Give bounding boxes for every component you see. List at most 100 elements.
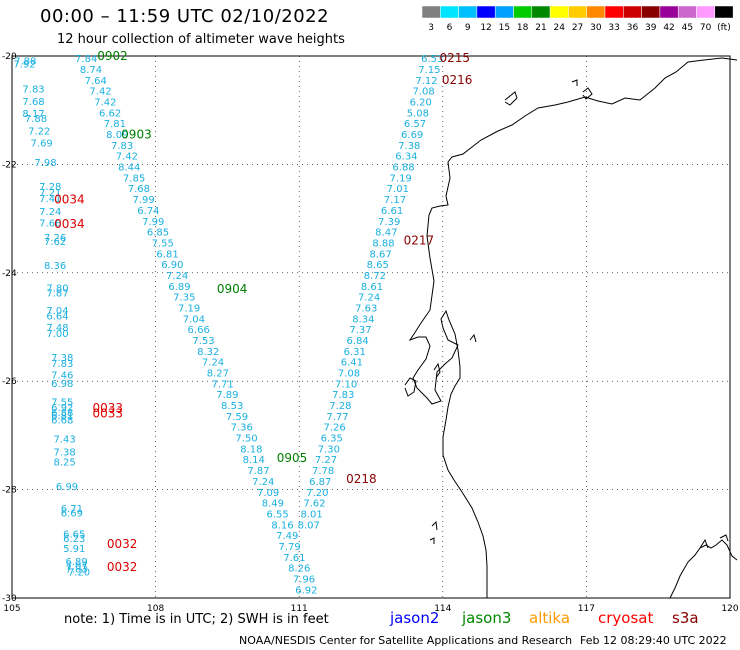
wave-height-value: 7.38 [51, 353, 73, 364]
track-central: 7.848.747.647.427.426.627.818.097.837.42… [75, 54, 317, 596]
wave-height-value: 6.35 [321, 434, 343, 445]
lat-tick-label: -26 [2, 377, 17, 387]
wave-height-value: 6.88 [392, 163, 414, 174]
wave-height-value: 6.74 [137, 206, 159, 217]
lon-tick-label: 117 [578, 604, 595, 614]
lon-tick-label: 120 [721, 604, 738, 614]
island-2 [504, 91, 518, 106]
wave-height-value: 7.30 [318, 444, 340, 455]
island-5 [433, 362, 441, 379]
wave-height-value: 7.35 [173, 293, 195, 304]
wave-height-value: 7.24 [166, 271, 188, 282]
pass-label: 0903 [121, 128, 152, 142]
wave-height-value: 7.28 [329, 401, 351, 412]
wave-height-value: 7.46 [51, 371, 73, 382]
wave-height-value: 7.83 [111, 141, 133, 152]
wave-height-value: 7.83 [22, 85, 44, 96]
wave-height-value: 7.61 [283, 553, 305, 564]
colorbar-label: 9 [465, 23, 471, 33]
footnote: note: 1) Time is in UTC; 2) SWH is in fe… [64, 612, 329, 627]
wave-height-value: 7.68 [22, 97, 44, 108]
wave-height-value: 7.19 [390, 173, 412, 184]
wave-height-value: 5.08 [407, 108, 429, 119]
wave-height-value: 8.36 [44, 261, 66, 272]
wave-height-value: 7.83 [65, 565, 87, 576]
wave-height-value: 8.01 [301, 509, 323, 520]
wave-height-value: 6.69 [61, 508, 83, 519]
wave-height-value: 7.28 [39, 182, 61, 193]
wave-height-value: 8.18 [240, 444, 262, 455]
wave-height-value: 8.72 [364, 271, 386, 282]
wave-height-value: 7.98 [34, 158, 56, 169]
wave-height-value: 8.25 [54, 457, 76, 468]
wave-height-value: 7.01 [387, 184, 409, 195]
wave-height-value: 7.42 [89, 87, 111, 98]
wave-height-value: 8.47 [375, 228, 397, 239]
wave-height-value: 7.77 [326, 412, 348, 423]
wave-height-value: 5.91 [63, 544, 85, 555]
wave-height-value: 8.16 [271, 520, 293, 531]
wave-height-value: 6.92 [51, 403, 73, 414]
wave-height-value: 7.83 [51, 359, 73, 370]
wave-height-value: 6.69 [401, 130, 423, 141]
wave-height-value: 7.99 [142, 217, 164, 228]
lon-tick-label: 111 [291, 604, 308, 614]
wave-height-value: 7.39 [378, 217, 400, 228]
wave-height-value: 7.87 [46, 288, 68, 299]
wave-height-value: 7.24 [358, 293, 380, 304]
track-east: 6.537.157.127.086.205.086.576.697.386.34… [298, 54, 444, 531]
legend-jason2: jason2 [390, 609, 440, 627]
wave-height-value: 6.61 [381, 206, 403, 217]
wave-height-value: 7.92 [13, 60, 35, 71]
wave-height-value: 8.27 [207, 369, 229, 380]
credit-line: NOAA/NESDIS Center for Satellite Applica… [239, 634, 573, 647]
wave-height-value: 8.34 [352, 314, 374, 325]
colorbar-label: 42 [663, 23, 674, 33]
wave-height-value: 6.85 [147, 228, 169, 239]
wave-height-value: 7.24 [252, 477, 274, 488]
wave-height-value: 7.43 [54, 435, 76, 446]
wave-height-value: 6.92 [295, 585, 317, 596]
wave-height-value: 8.88 [372, 238, 394, 249]
lon-tick-label: 105 [3, 604, 20, 614]
wave-height-value: 7.10 [335, 379, 357, 390]
wave-height-value: 6.71 [61, 504, 83, 515]
pass-label: 0033 [92, 407, 123, 421]
coastline-east-part [669, 539, 738, 599]
coastline-mainland [408, 57, 738, 598]
wave-height-value: 7.15 [418, 65, 440, 76]
wave-height-value: 8.67 [369, 249, 391, 260]
colorbar-label: 27 [572, 23, 583, 33]
colorbar-label: 18 [517, 23, 529, 33]
colorbar-label: 45 [682, 23, 693, 33]
colorbar-label: 12 [480, 23, 491, 33]
colorbar-label: 30 [590, 23, 602, 33]
pass-label: 0032 [107, 560, 138, 574]
wave-height-value: 6.89 [65, 557, 87, 568]
wave-height-value: 7.62 [303, 499, 325, 510]
colorbar-label: 15 [499, 23, 510, 33]
wave-height-value: 7.50 [235, 434, 257, 445]
wave-height-value: 7.24 [202, 358, 224, 369]
wave-height-value: 6.98 [51, 379, 73, 390]
lat-tick-label: -28 [2, 486, 17, 496]
wave-height-value: 7.07 [65, 561, 87, 572]
wave-height-value: 7.63 [355, 303, 377, 314]
wave-height-value: 7.85 [123, 173, 145, 184]
australia-coastline [404, 57, 738, 599]
colorbar-label: 3 [428, 23, 434, 33]
wave-height-value: 6.66 [188, 325, 210, 336]
lon-tick-label: 114 [434, 604, 451, 614]
wave-height-value: 7.38 [398, 141, 420, 152]
wave-height-value: 6.55 [267, 509, 289, 520]
island-8 [429, 537, 435, 544]
wave-height-value: 6.68 [51, 416, 73, 427]
wave-height-value: 7.55 [51, 397, 73, 408]
wave-height-value: 7.83 [332, 390, 354, 401]
wave-height-value: 7.42 [94, 98, 116, 109]
wave-height-tracks: 7.887.927.837.688.177.887.227.697.987.28… [13, 54, 443, 596]
wave-height-value: 8.49 [262, 499, 284, 510]
wave-height-value: 6.88 [51, 408, 73, 419]
wave-height-value: 8.17 [22, 109, 44, 120]
